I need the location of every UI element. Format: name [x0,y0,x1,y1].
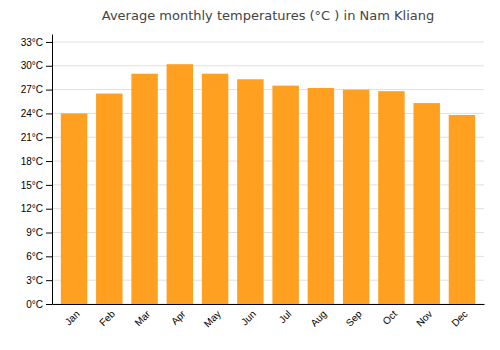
x-tick-label: Jun [239,308,258,327]
y-tick-mark [46,113,52,114]
x-tick: Dec [449,308,469,328]
y-tick-label: 9°C [26,227,43,238]
y-tick: 33°C [21,37,52,48]
y-tick: 9°C [26,227,52,238]
y-tick-mark [46,256,52,257]
bar [272,86,298,304]
y-tick: 15°C [21,180,52,191]
x-axis-line [53,304,485,305]
y-tick-label: 3°C [26,275,43,286]
y-tick-label: 30°C [21,60,43,71]
x-tick: Oct [380,308,399,327]
x-tick-label: Jul [277,308,294,325]
plot: 0°C 3°C 6°C 9°C 12°C 15°C 18°C 21°C 24°C 27°C 30°C… [21,35,485,330]
y-tick-label: 12°C [21,203,43,214]
x-tick: Mar [132,308,152,328]
y-tick-mark [46,209,52,210]
y-tick: 21°C [21,132,52,143]
bar [237,79,263,304]
y-tick-label: 27°C [21,84,43,95]
y-tick: 6°C [26,251,52,262]
title: Average monthly temperatures (°C ) in Na… [102,8,434,23]
x-tick: Sep [344,308,365,329]
x-tick-label: Jan [63,308,82,327]
y-tick: 3°C [26,275,52,286]
y-tick-label: 0°C [26,299,43,310]
x-tick-label: Feb [97,308,117,328]
x-tick: Apr [169,308,188,327]
bar [378,91,404,304]
y-axis-line [52,35,53,305]
y-tick-mark [46,137,52,138]
x-axis: Jan Feb Mar Apr May Jun Jul Aug Sep Oct Nov Dec [53,305,485,330]
x-tick-label: Aug [308,308,328,328]
x-tick-label: Mar [132,308,152,328]
y-tick: 0°C [26,299,52,310]
y-tick-mark [46,42,52,43]
bar [343,90,369,304]
y-tick-label: 6°C [26,251,43,262]
y-tick-label: 18°C [21,156,43,167]
grid-line [52,41,484,42]
y-tick-mark [46,90,52,91]
x-tick: Jan [63,308,82,327]
y-tick-mark [46,233,52,234]
y-tick-label: 21°C [21,132,43,143]
x-tick: Nov [414,308,434,328]
y-tick-mark [46,280,52,281]
bar [449,115,475,304]
y-tick: 12°C [21,203,52,214]
bar [413,103,439,304]
y-tick-mark [46,185,52,186]
y-tick-label: 33°C [21,37,43,48]
bars [61,64,475,304]
y-tick-mark [46,66,52,67]
y-tick-label: 24°C [21,108,43,119]
y-tick: 27°C [21,84,52,95]
y-tick: 24°C [21,108,52,119]
grid [52,42,484,304]
x-tick-label: Dec [449,308,469,328]
x-tick-label: Apr [169,308,188,327]
x-tick-label: Oct [380,308,399,327]
y-tick-mark [46,161,52,162]
x-tick-label: Sep [344,308,365,329]
x-tick: Jul [277,308,294,325]
bar [61,113,87,304]
chart: 0°C 3°C 6°C 9°C 12°C 15°C 18°C 21°C 24°C 27°C 30°C… [0,0,500,350]
bar [131,74,157,304]
grid-line [52,65,484,66]
x-tick: Feb [97,308,117,328]
x-tick-label: Nov [414,308,434,328]
grid-line [52,89,484,90]
x-tick: Jun [239,308,258,327]
x-tick-label: May [202,308,223,329]
bar [96,94,122,304]
y-tick-mark [46,304,52,305]
y-axis: 0°C 3°C 6°C 9°C 12°C 15°C 18°C 21°C 24°C 27°C 30°C… [21,35,53,310]
x-tick: Aug [308,308,328,328]
x-tick: May [202,308,223,329]
bar [308,88,334,304]
y-tick: 30°C [21,60,52,71]
y-tick: 18°C [21,156,52,167]
bar [167,64,193,304]
bar [202,74,228,304]
y-tick-label: 15°C [21,180,43,191]
